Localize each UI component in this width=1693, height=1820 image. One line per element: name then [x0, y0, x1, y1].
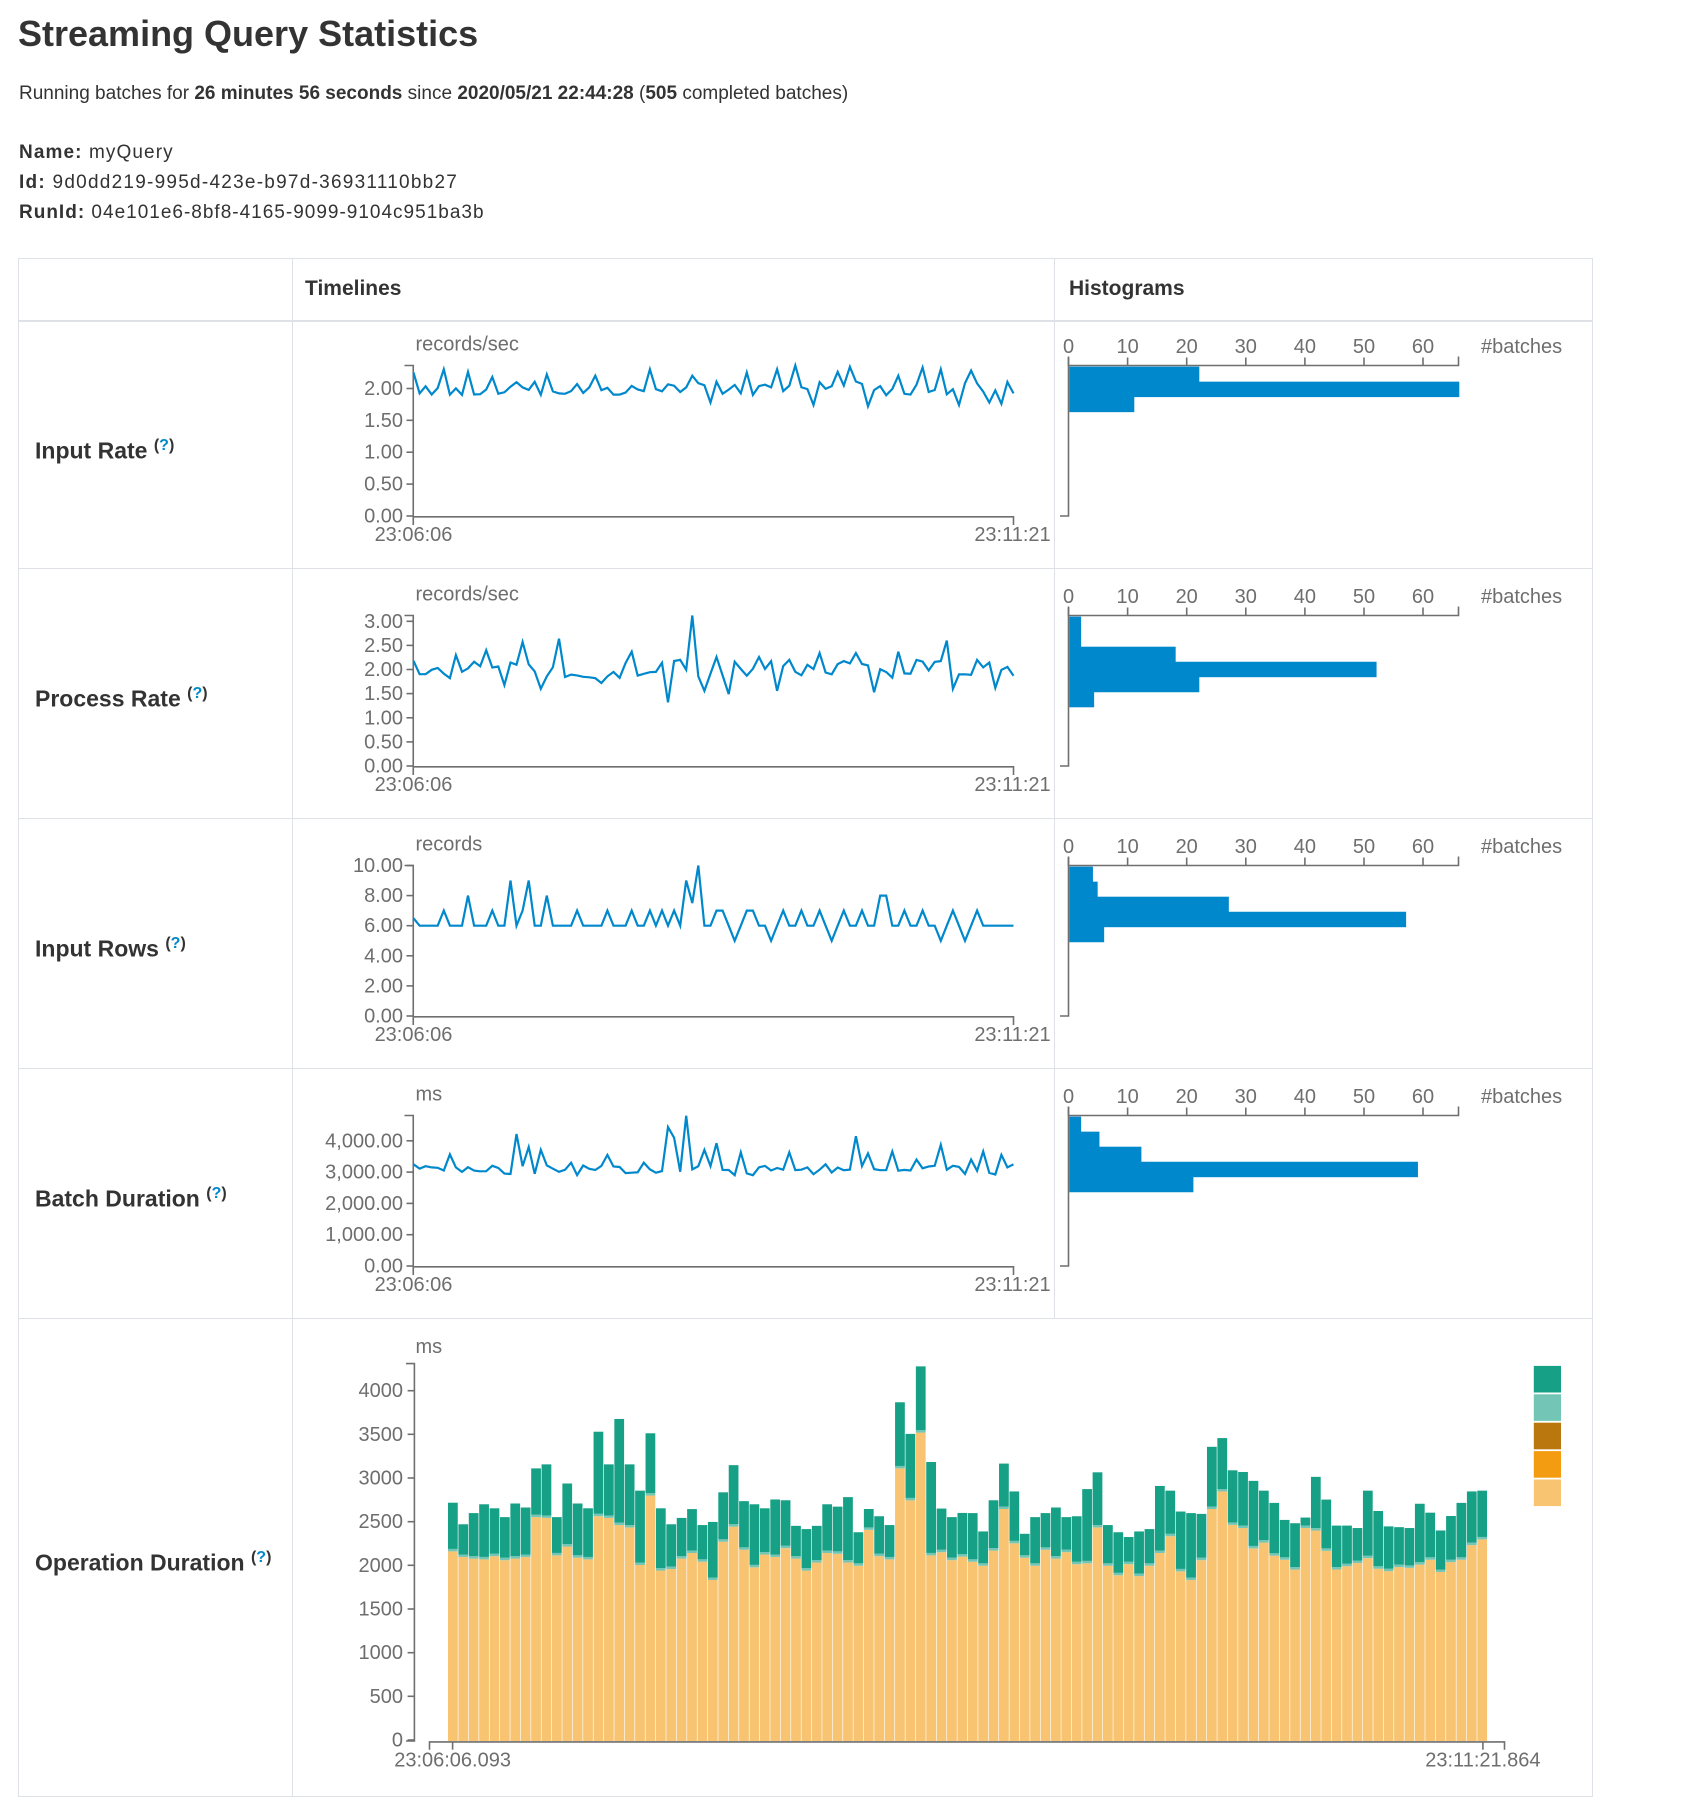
svg-text:50: 50 — [1353, 1086, 1375, 1108]
svg-text:0: 0 — [1063, 336, 1074, 358]
svg-text:10: 10 — [1116, 586, 1138, 608]
svg-text:4.00: 4.00 — [364, 945, 403, 967]
svg-text:8.00: 8.00 — [364, 885, 403, 907]
svg-text:records/sec: records/sec — [416, 584, 519, 606]
svg-text:0.00: 0.00 — [364, 756, 403, 778]
svg-text:50: 50 — [1353, 336, 1375, 358]
svg-text:23:11:21: 23:11:21 — [974, 524, 1050, 546]
svg-text:30: 30 — [1235, 336, 1257, 358]
svg-text:23:06:06: 23:06:06 — [375, 524, 453, 546]
svg-text:1.50: 1.50 — [364, 410, 403, 432]
svg-text:23:11:21: 23:11:21 — [974, 1024, 1050, 1046]
svg-text:1.50: 1.50 — [364, 683, 403, 705]
svg-text:0: 0 — [1063, 1086, 1074, 1108]
svg-text:1,000.00: 1,000.00 — [325, 1224, 403, 1246]
svg-text:1000: 1000 — [359, 1642, 404, 1664]
svg-text:0.50: 0.50 — [364, 474, 403, 496]
svg-text:30: 30 — [1235, 1086, 1257, 1108]
svg-text:30: 30 — [1235, 836, 1257, 858]
svg-text:40: 40 — [1294, 1086, 1316, 1108]
svg-text:6.00: 6.00 — [364, 915, 403, 937]
svg-text:4000: 4000 — [359, 1380, 404, 1402]
svg-text:23:06:06: 23:06:06 — [375, 1274, 453, 1296]
svg-text:0.00: 0.00 — [364, 506, 403, 528]
svg-text:10: 10 — [1116, 336, 1138, 358]
svg-text:2.00: 2.00 — [364, 975, 403, 997]
svg-text:3500: 3500 — [359, 1424, 404, 1446]
svg-text:0: 0 — [1063, 836, 1074, 858]
svg-text:1.00: 1.00 — [364, 707, 403, 729]
svg-text:30: 30 — [1235, 586, 1257, 608]
svg-text:2000: 2000 — [359, 1555, 404, 1577]
svg-text:3,000.00: 3,000.00 — [325, 1162, 403, 1184]
svg-text:60: 60 — [1412, 836, 1434, 858]
svg-text:4,000.00: 4,000.00 — [325, 1130, 403, 1152]
svg-text:2.50: 2.50 — [364, 635, 403, 657]
svg-text:1500: 1500 — [359, 1599, 404, 1621]
svg-text:0.50: 0.50 — [364, 731, 403, 753]
svg-text:0: 0 — [392, 1730, 403, 1752]
svg-text:50: 50 — [1353, 836, 1375, 858]
svg-text:23:11:21: 23:11:21 — [974, 774, 1050, 796]
svg-text:#batches: #batches — [1481, 1086, 1562, 1108]
svg-text:0: 0 — [1063, 586, 1074, 608]
svg-text:23:11:21.864: 23:11:21.864 — [1425, 1750, 1540, 1772]
svg-text:50: 50 — [1353, 586, 1375, 608]
svg-text:2500: 2500 — [359, 1511, 404, 1533]
svg-text:ms: ms — [416, 1084, 443, 1106]
svg-text:500: 500 — [370, 1686, 403, 1708]
svg-text:20: 20 — [1176, 336, 1198, 358]
svg-text:40: 40 — [1294, 836, 1316, 858]
svg-text:1.00: 1.00 — [364, 442, 403, 464]
svg-text:2.00: 2.00 — [364, 659, 403, 681]
svg-text:20: 20 — [1176, 586, 1198, 608]
svg-text:60: 60 — [1412, 336, 1434, 358]
svg-text:#batches: #batches — [1481, 836, 1562, 858]
svg-text:20: 20 — [1176, 836, 1198, 858]
svg-text:3.00: 3.00 — [364, 611, 403, 633]
svg-text:0.00: 0.00 — [364, 1256, 403, 1278]
svg-text:23:06:06: 23:06:06 — [375, 1024, 453, 1046]
svg-text:2,000.00: 2,000.00 — [325, 1193, 403, 1215]
svg-text:20: 20 — [1176, 1086, 1198, 1108]
svg-text:records/sec: records/sec — [416, 334, 519, 356]
svg-text:0.00: 0.00 — [364, 1006, 403, 1028]
svg-text:10: 10 — [1116, 1086, 1138, 1108]
svg-text:23:06:06: 23:06:06 — [375, 774, 453, 796]
svg-text:40: 40 — [1294, 336, 1316, 358]
svg-text:#batches: #batches — [1481, 336, 1562, 358]
svg-text:records: records — [416, 834, 483, 856]
svg-text:ms: ms — [416, 1336, 443, 1358]
svg-text:#batches: #batches — [1481, 586, 1562, 608]
svg-text:23:11:21: 23:11:21 — [974, 1274, 1050, 1296]
svg-text:23:06:06.093: 23:06:06.093 — [394, 1750, 511, 1772]
svg-text:10: 10 — [1116, 836, 1138, 858]
svg-text:60: 60 — [1412, 586, 1434, 608]
svg-text:2.00: 2.00 — [364, 378, 403, 400]
svg-text:10.00: 10.00 — [353, 855, 403, 877]
svg-text:3000: 3000 — [359, 1468, 404, 1490]
svg-text:60: 60 — [1412, 1086, 1434, 1108]
svg-text:40: 40 — [1294, 586, 1316, 608]
